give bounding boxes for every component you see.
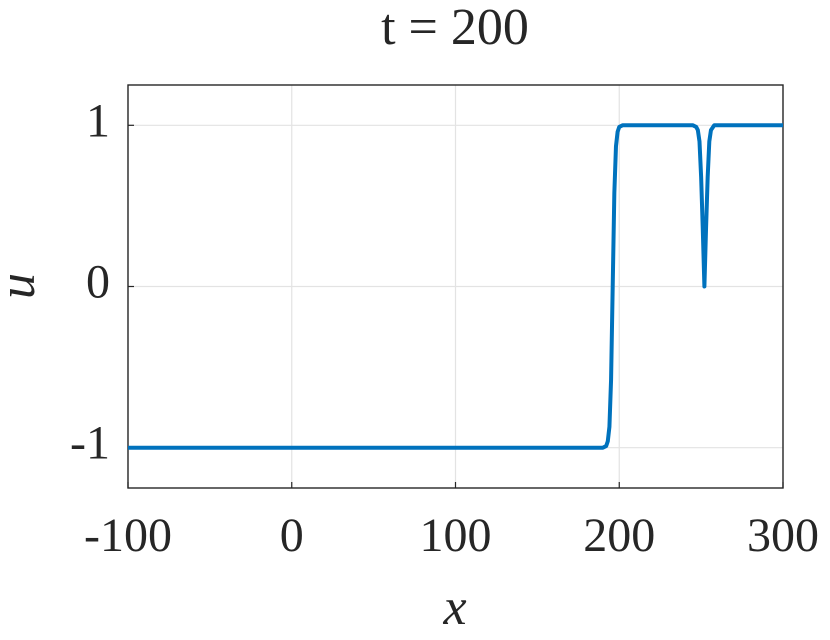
x-tick-label: 0 — [280, 509, 304, 562]
y-tick-label: 0 — [86, 256, 110, 309]
x-tick-label: 200 — [583, 509, 655, 562]
y-tick-label: -1 — [70, 417, 110, 470]
axes-box — [127, 84, 784, 489]
y-tick-label: 1 — [86, 94, 110, 147]
x-tick-label: 100 — [420, 509, 492, 562]
x-axis-label: x — [442, 579, 466, 636]
chart-title: t = 200 — [381, 0, 529, 56]
x-tick-label: 300 — [747, 509, 819, 562]
y-axis-label: u — [0, 273, 46, 299]
data-line — [128, 123, 783, 450]
x-tick-label: -100 — [84, 509, 172, 562]
